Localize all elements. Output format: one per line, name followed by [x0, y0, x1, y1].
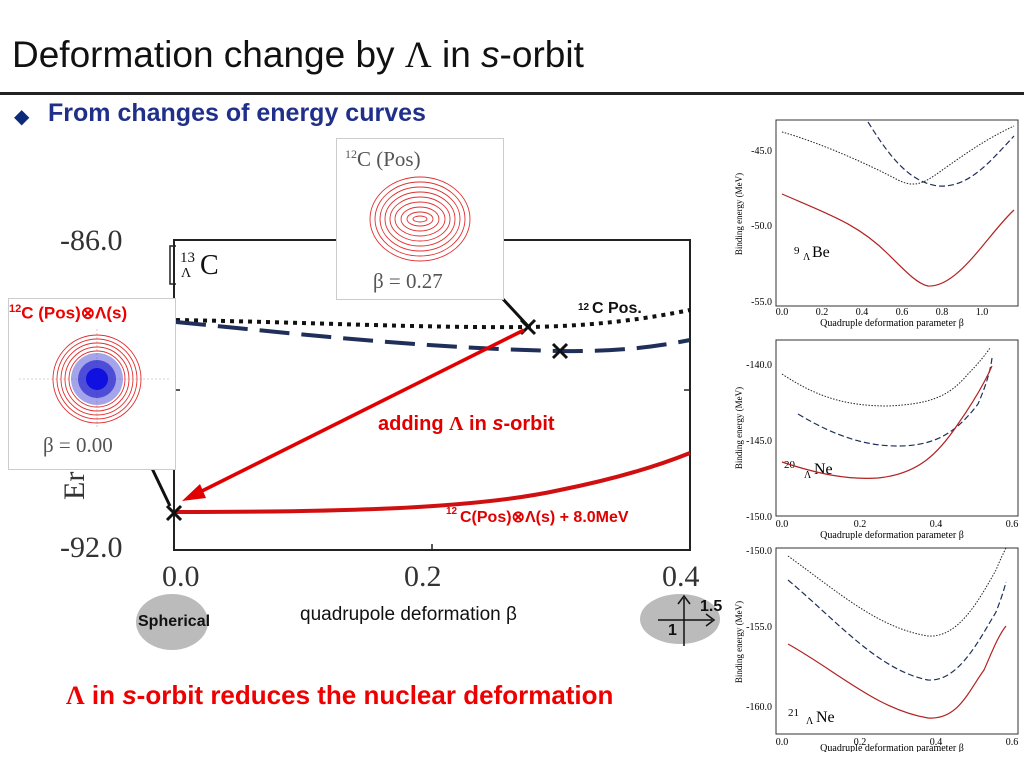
svg-text:0.6: 0.6: [896, 307, 909, 318]
svg-text:0.4: 0.4: [856, 307, 869, 318]
title-s: s: [481, 34, 500, 75]
page-title: Deformation change by Λ in s-orbit: [12, 34, 584, 77]
svg-text:-155.0: -155.0: [746, 622, 772, 633]
inset-b-beta: β = 0.00: [43, 433, 113, 457]
label-sum: C(Pos)⊗Λ(s) + 8.0MeV: [460, 509, 629, 526]
arrow-line: [195, 328, 525, 496]
svg-text:Be: Be: [812, 244, 830, 261]
svg-text:Binding energy (MeV): Binding energy (MeV): [734, 601, 744, 683]
inset-b-title: 12C (Pos)⊗Λ(s): [9, 303, 128, 323]
inset-a-title: 12C (Pos): [345, 147, 421, 171]
y-tick-top: -86.0: [60, 224, 123, 257]
title-lambda: Λ: [404, 35, 432, 76]
curve-12c-pos: [175, 308, 691, 330]
ratio-major: 1.5: [700, 598, 723, 615]
inset-a-density: [369, 176, 471, 262]
svg-text:9: 9: [794, 245, 800, 257]
y-axis-label-fragment: Er: [58, 472, 91, 500]
svg-text:Ne: Ne: [814, 461, 833, 478]
svg-text:Λ: Λ: [806, 716, 814, 727]
y-tick-bottom: -92.0: [60, 531, 123, 564]
svg-text:-145.0: -145.0: [746, 436, 772, 447]
svg-text:0.4: 0.4: [930, 519, 943, 530]
svg-text:-150.0: -150.0: [746, 512, 772, 523]
svg-text:0.6: 0.6: [1006, 737, 1019, 748]
svg-text:0.4: 0.4: [930, 737, 943, 748]
right-plot-20ne: -140.0 -145.0 -150.0 0.0 0.2 0.4 0.6 Qua…: [734, 339, 1019, 540]
svg-text:-160.0: -160.0: [746, 702, 772, 713]
label-12c-pos-sup: 12: [578, 302, 590, 313]
svg-text:0.0: 0.0: [776, 737, 789, 748]
title-in: in: [431, 34, 482, 75]
x-tick-2: 0.4: [662, 560, 700, 593]
svg-text:0.2: 0.2: [816, 307, 829, 318]
curve-12c-lambda: [175, 451, 691, 514]
svg-text:Λ: Λ: [803, 252, 811, 263]
ratio-minor: 1: [668, 622, 677, 639]
svg-text:-140.0: -140.0: [746, 360, 772, 371]
svg-text:Ne: Ne: [816, 709, 835, 726]
leader-a: [500, 296, 530, 328]
label-12c-pos: C Pos.: [592, 300, 642, 317]
svg-text:Binding energy (MeV): Binding energy (MeV): [734, 173, 744, 255]
title-suffix: -orbit: [499, 34, 584, 75]
svg-text:0.6: 0.6: [1006, 519, 1019, 530]
svg-text:Binding energy (MeV): Binding energy (MeV): [734, 387, 744, 469]
arrow-head: [182, 484, 206, 501]
svg-text:1.0: 1.0: [976, 307, 989, 318]
spherical-label: Spherical: [138, 613, 211, 630]
svg-text:0.0: 0.0: [776, 307, 789, 318]
inset-12c-lambda: 12C (Pos)⊗Λ(s) β = 0.00: [8, 298, 176, 470]
svg-text:0.2: 0.2: [854, 519, 867, 530]
svg-text:-50.0: -50.0: [751, 221, 772, 232]
curve-13c: [175, 320, 691, 354]
svg-text:0.0: 0.0: [776, 519, 789, 530]
svg-text:Quadruple deformation paramete: Quadruple deformation parameter β: [820, 743, 964, 752]
x-tick-1: 0.2: [404, 560, 442, 593]
right-plot-21ne: -150.0 -155.0 -160.0 0.0 0.2 0.4 0.6 Qua…: [734, 546, 1019, 752]
svg-text:Quadruple deformation paramete: Quadruple deformation parameter β: [820, 530, 964, 540]
inset-a-beta: β = 0.27: [373, 269, 443, 293]
title-divider: [0, 92, 1024, 95]
inset-b-density: [19, 329, 169, 429]
label-sum-sup: 12: [446, 506, 458, 517]
label-adding: adding Λ in s-orbit: [378, 413, 555, 435]
conclusion-text: Λ in s-orbit reduces the nuclear deforma…: [66, 680, 614, 710]
svg-text:-55.0: -55.0: [751, 297, 772, 308]
svg-text:Λ: Λ: [804, 470, 812, 481]
shape-axes: [658, 594, 716, 646]
title-text: Deformation change by: [12, 34, 405, 75]
spherical-shape: [136, 594, 208, 650]
svg-text:Quadruple deformation paramete: Quadruple deformation parameter β: [820, 318, 964, 329]
diamond-icon: ◆: [14, 106, 30, 128]
x-tick-0: 0.0: [162, 560, 200, 593]
svg-text:-150.0: -150.0: [746, 546, 772, 557]
nucleus-sub: Λ: [181, 266, 192, 281]
svg-text:0.2: 0.2: [854, 737, 867, 748]
nucleus-mass: 13: [180, 250, 195, 266]
right-plot-9be: -45.0 -50.0 -55.0 0.0 0.2 0.4 0.6 0.8 1.…: [734, 119, 1019, 329]
svg-text:0.8: 0.8: [936, 307, 949, 318]
x-axis-label: quadrupole deformation β: [300, 604, 517, 625]
nucleus-symbol: C: [200, 250, 219, 281]
bullet-text: From changes of energy curves: [48, 99, 426, 127]
inset-12c-pos: 12C (Pos) β = 0.27: [336, 138, 504, 300]
svg-text:-45.0: -45.0: [751, 146, 772, 157]
svg-text:21: 21: [788, 707, 799, 719]
